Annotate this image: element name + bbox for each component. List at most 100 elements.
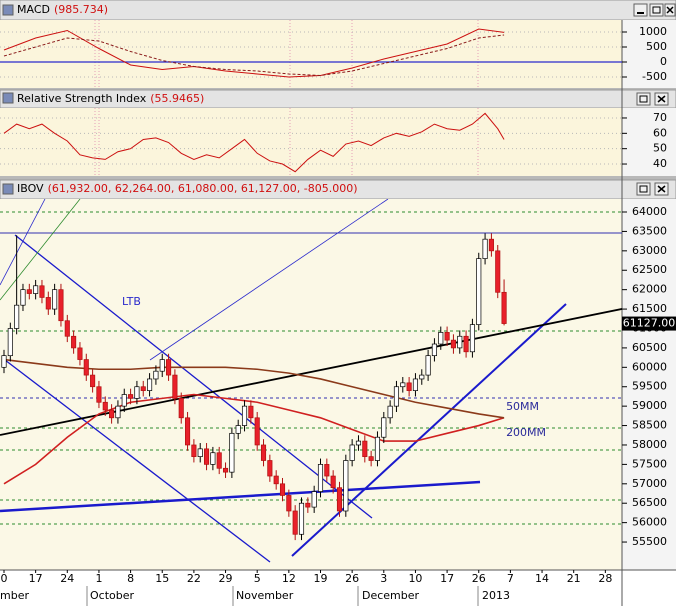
separator [0,176,676,180]
x-tick-label: 17 [29,572,43,585]
candle-body [349,444,355,461]
series-line [3,28,505,78]
candle-body [229,432,235,473]
candle-body [96,386,102,403]
candle-body [115,405,121,419]
candle-body [273,475,279,485]
candle-body [412,378,418,391]
candle-body [33,285,39,294]
maximize-button[interactable] [649,3,664,17]
price-plot [0,199,622,563]
candle-body [204,448,210,465]
axis-area [622,20,676,88]
axis-area [622,108,676,176]
candle-body [488,238,494,252]
candle-body [197,448,203,457]
candle-body [336,487,343,512]
candle-body [368,456,374,461]
plot-area [0,20,622,88]
candle-body [463,335,469,353]
button-glyph [639,185,648,193]
candle-body [387,405,393,419]
candle-body [267,460,273,477]
y-tick-label: 55500 [632,535,667,548]
candle-body [216,452,222,469]
candle-body [185,417,191,446]
button-glyph [652,6,661,14]
month-label: 2013 [482,589,510,602]
candle-body [330,475,336,489]
candle-body [444,332,450,341]
candle-body [58,289,64,322]
candle-body [469,324,475,353]
moving-average-label: 200MM [506,426,546,439]
panel-title-value: (985.734) [54,3,108,16]
candle-body [90,374,96,388]
moving-average [3,393,505,485]
minimize-button[interactable] [633,3,648,17]
candle-body [482,238,488,259]
y-tick-label: 64000 [632,205,667,218]
candle-body [298,502,305,535]
candle-body [400,382,406,388]
candle-body [222,467,229,473]
candle-body [317,464,324,492]
candle-body [235,425,241,434]
candle-body [254,417,260,446]
button-glyph [639,95,648,103]
last-price-label: 61127.00 [623,317,676,330]
y-tick-label: 60 [653,126,667,139]
month-label: mber [0,589,29,602]
candle-body [45,297,51,310]
candle-body [343,460,349,512]
candle-body [128,394,134,399]
candle-body [153,370,159,380]
maximize-button[interactable] [636,182,651,196]
button-glyph [657,95,666,103]
candle-body [147,378,153,391]
series-line [3,34,505,76]
x-tick-label: 12 [282,572,296,585]
candle-body [260,444,267,461]
x-tick-label: 26 [345,572,359,585]
x-tick-label: 29 [219,572,233,585]
x-tick-label: 22 [187,572,201,585]
candle-body [381,417,387,438]
y-tick-label: 59000 [632,399,667,412]
candle-body [305,502,311,508]
x-tick-label: 8 [127,572,134,585]
y-tick-label: 62500 [632,263,667,276]
candle-body [501,291,507,324]
candle-body [292,510,298,535]
y-tick-label: 57000 [632,477,667,490]
candle-body [279,483,286,496]
x-tick-label: 28 [598,572,612,585]
candle-body [14,304,20,329]
candle-body [102,401,108,411]
panel-icon [2,92,14,104]
y-tick-label: 500 [646,40,667,53]
panel-icon [2,4,14,16]
candle-body [374,436,381,461]
candle-body [286,495,292,512]
maximize-button[interactable] [636,92,651,106]
candle-body [324,464,330,477]
y-tick-label: 58000 [632,438,667,451]
candle-body [362,440,368,457]
y-tick-label: 70 [653,111,667,124]
candle-body [476,258,482,325]
macd-plot [0,20,622,88]
rsi-plot [0,108,622,176]
candle-body [438,332,444,345]
candle-body [39,285,45,298]
candle-body [355,440,362,446]
drawn-levels [0,211,622,525]
y-tick-label: 1000 [639,25,667,38]
y-tick-label: 40 [653,157,667,170]
candle-body [83,359,89,376]
candle-body [77,347,83,360]
x-tick-label: 14 [535,572,549,585]
y-tick-label: 60000 [632,360,667,373]
x-tick-label: 26 [472,572,486,585]
